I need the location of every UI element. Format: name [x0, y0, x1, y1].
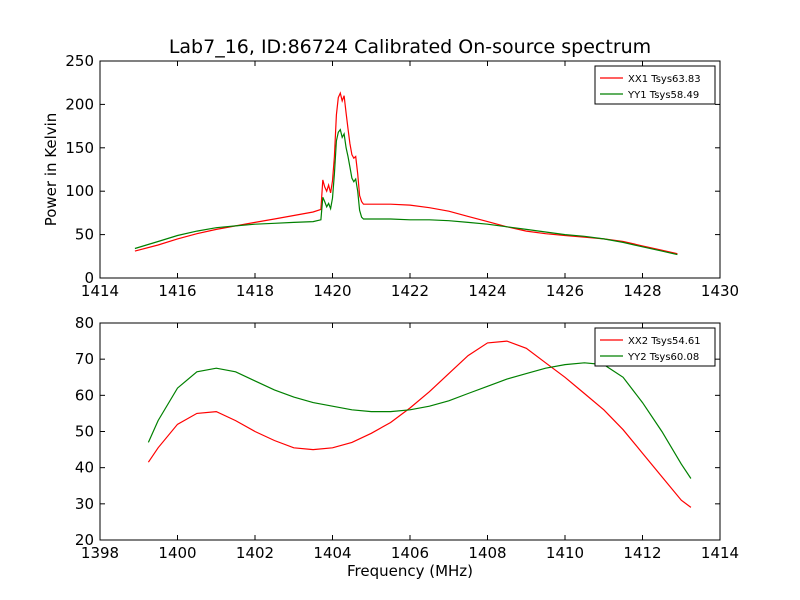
x-tick-label: 1420 — [313, 282, 351, 300]
chart-title: Lab7_16, ID:86724 Calibrated On-source s… — [169, 36, 651, 58]
y-tick-label: 150 — [65, 139, 94, 157]
y-tick-label: 0 — [84, 269, 94, 287]
legend-label-2: YY1 Tsys58.49 — [627, 90, 699, 101]
x-tick-label: 1430 — [701, 282, 739, 300]
top-panel: 1414 1416 1418 1420 1422 1424 1426 1428 1430 0 50 1… — [42, 52, 739, 300]
x-tick-label: 1416 — [158, 282, 196, 300]
legend-label-1: XX2 Tsys54.61 — [628, 336, 701, 347]
y-tick-label: 250 — [65, 52, 94, 70]
series-line-2 — [134, 128, 678, 256]
y-tick-label: 70 — [75, 350, 94, 368]
y-tick-label: 100 — [65, 182, 94, 200]
x-tick-label: 1408 — [468, 544, 506, 562]
legend-box — [594, 327, 716, 367]
y-tick-label: 40 — [75, 459, 94, 477]
y-tick-label: 20 — [75, 531, 94, 549]
x-tick-label: 1414 — [701, 544, 739, 562]
series-line-1 — [147, 340, 692, 508]
bottom-panel: 1398 1400 1402 1404 1406 1408 1410 1412 1414 20 30… — [75, 314, 739, 580]
x-tick-label: 1398 — [81, 544, 119, 562]
x-tick-label: 1426 — [546, 282, 584, 300]
x-tick-label: 1424 — [468, 282, 506, 300]
x-tick-label: 1410 — [546, 544, 584, 562]
x-tick-label: 1402 — [236, 544, 274, 562]
y-tick-label: 50 — [75, 423, 94, 441]
legend: XX1 Tsys63.83 YY1 Tsys58.49 — [594, 65, 716, 105]
y-tick-label: 80 — [75, 314, 94, 332]
y-tick-label: 30 — [75, 495, 94, 513]
x-tick-label: 1404 — [313, 544, 351, 562]
x-tick-label: 1428 — [623, 282, 661, 300]
y-tick-label: 60 — [75, 386, 94, 404]
legend-label-2: YY2 Tsys60.08 — [627, 352, 699, 363]
x-tick-label: 1422 — [391, 282, 429, 300]
x-tick-label: 1412 — [623, 544, 661, 562]
y-tick-label: 200 — [65, 95, 94, 113]
y-axis-label: Power in Kelvin — [42, 113, 60, 227]
legend-label-1: XX1 Tsys63.83 — [628, 74, 701, 85]
series-line-2 — [147, 362, 692, 479]
legend: XX2 Tsys54.61 YY2 Tsys60.08 — [594, 327, 716, 367]
x-tick-label: 1406 — [391, 544, 429, 562]
x-axis-label: Frequency (MHz) — [347, 562, 473, 580]
series-line-1 — [134, 91, 678, 255]
x-tick-label: 1418 — [236, 282, 274, 300]
legend-box — [594, 65, 716, 105]
x-tick-label: 1400 — [158, 544, 196, 562]
x-tick-label: 1414 — [81, 282, 119, 300]
y-tick-label: 50 — [75, 226, 94, 244]
